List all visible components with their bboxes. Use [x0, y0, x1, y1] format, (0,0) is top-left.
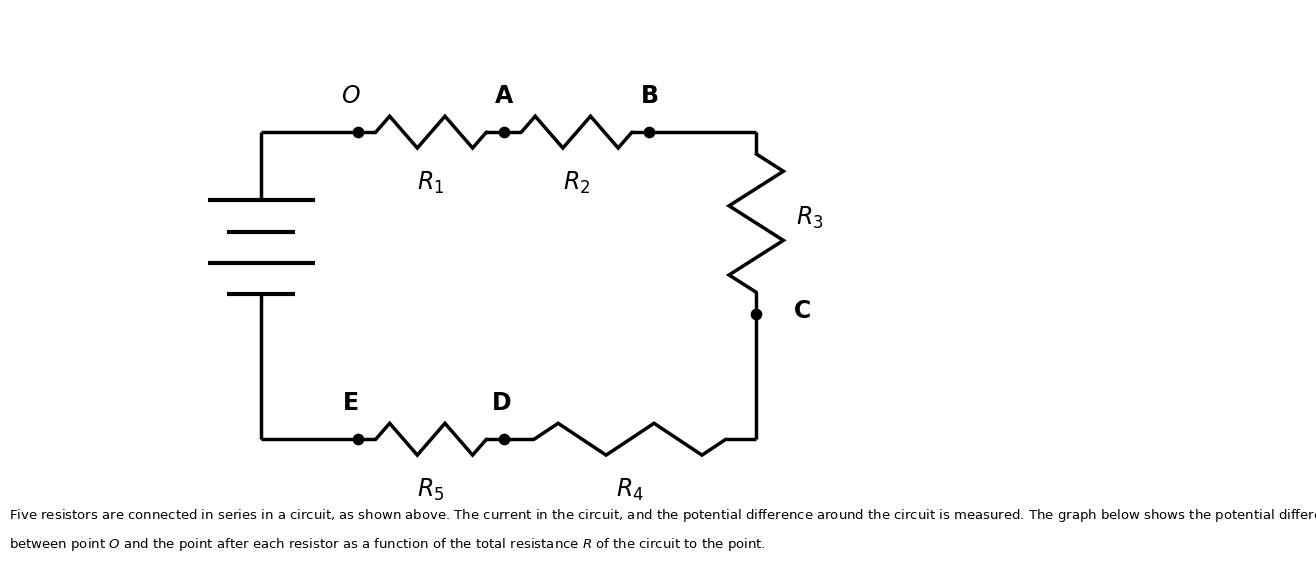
Point: [347, 128, 368, 137]
Text: Five resistors are connected in series in a circuit, as shown above. The current: Five resistors are connected in series i…: [9, 507, 1316, 524]
Text: $R_2$: $R_2$: [563, 170, 591, 196]
Text: $O$: $O$: [341, 85, 361, 108]
Text: E: E: [342, 391, 359, 415]
Point: [640, 128, 661, 137]
Text: $R_5$: $R_5$: [417, 477, 445, 504]
Point: [347, 434, 368, 444]
Text: $R_4$: $R_4$: [616, 477, 644, 504]
Text: $R_3$: $R_3$: [796, 204, 824, 231]
Text: D: D: [492, 391, 512, 415]
Point: [494, 128, 515, 137]
Text: B: B: [641, 84, 658, 108]
Text: $R_1$: $R_1$: [417, 170, 445, 196]
Point: [494, 434, 515, 444]
Text: between point $O$ and the point after each resistor as a function of the total r: between point $O$ and the point after ea…: [9, 536, 766, 553]
Text: C: C: [794, 299, 812, 323]
Text: A: A: [495, 84, 513, 108]
Point: [746, 309, 767, 319]
